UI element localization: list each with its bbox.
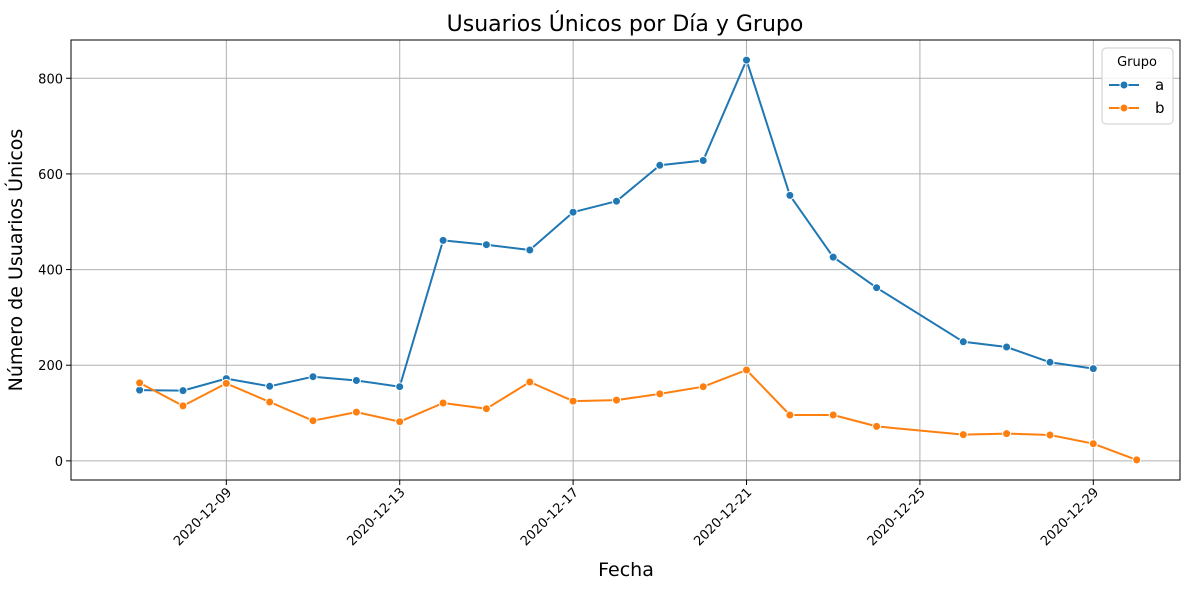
data-point-b <box>742 365 751 375</box>
data-point-a <box>568 207 578 217</box>
data-point-b <box>1132 455 1142 465</box>
grid-lines <box>71 40 1180 480</box>
data-point-b <box>1088 439 1098 449</box>
chart-title: Usuarios Únicos por Día y Grupo <box>447 11 804 37</box>
y-axis: 0 200 400 600 800 <box>38 72 71 470</box>
data-point-b <box>1002 429 1012 439</box>
legend-item-a: a <box>1109 76 1164 94</box>
data-point-b <box>568 396 578 406</box>
data-point-b <box>135 378 145 388</box>
data-point-a <box>742 55 751 65</box>
data-point-b <box>481 404 491 414</box>
y-tick-label: 400 <box>38 264 63 279</box>
data-point-a <box>785 190 795 200</box>
data-point-b <box>698 382 708 392</box>
plot-frame <box>70 39 1181 481</box>
legend: Grupo ab <box>1101 47 1174 125</box>
data-point-b <box>612 395 621 405</box>
data-point-b <box>828 410 838 420</box>
legend-marker <box>1119 80 1129 90</box>
data-point-a <box>265 381 275 391</box>
data-point-b <box>958 430 968 440</box>
data-point-a <box>828 252 838 262</box>
data-point-b <box>265 397 275 407</box>
data-point-a <box>1002 342 1012 352</box>
data-point-a <box>655 160 665 170</box>
data-point-b <box>178 401 188 411</box>
y-axis-title: Número de Usuarios Únicos <box>3 129 27 392</box>
legend-label: a <box>1155 76 1164 94</box>
data-point-a <box>438 235 448 245</box>
legend-label: b <box>1155 99 1165 117</box>
data-point-b <box>785 410 795 420</box>
x-axis-title: Fecha <box>598 559 654 581</box>
data-point-b <box>1045 430 1055 440</box>
y-tick-label: 200 <box>38 359 63 374</box>
legend-items: ab <box>1109 76 1165 117</box>
data-point-a <box>1045 357 1055 367</box>
data-point-a <box>308 372 318 382</box>
data-point-a <box>872 283 882 293</box>
data-point-b <box>525 377 535 387</box>
data-point-a <box>178 386 188 396</box>
data-point-b <box>351 407 361 417</box>
data-point-a <box>395 382 405 392</box>
data-point-a <box>612 196 621 206</box>
legend-item-b: b <box>1109 99 1165 117</box>
data-point-b <box>308 416 318 426</box>
y-tick-label: 600 <box>38 168 63 183</box>
series-layer <box>135 55 1142 465</box>
data-point-b <box>395 417 405 427</box>
data-point-a <box>698 156 708 165</box>
data-point-a <box>958 337 968 347</box>
y-tick-label: 0 <box>55 455 63 470</box>
data-point-b <box>221 378 231 388</box>
series-b <box>135 365 1142 465</box>
data-point-a <box>351 376 361 385</box>
data-point-b <box>872 421 882 431</box>
data-point-b <box>655 389 665 399</box>
data-point-b <box>438 398 448 408</box>
series-line-a <box>139 59 1094 392</box>
legend-title: Grupo <box>1117 55 1157 70</box>
data-point-a <box>1088 364 1098 374</box>
data-point-a <box>481 240 491 250</box>
y-tick-label: 800 <box>38 72 63 87</box>
series-a <box>135 55 1098 396</box>
data-point-a <box>525 245 535 255</box>
legend-marker <box>1119 103 1129 113</box>
